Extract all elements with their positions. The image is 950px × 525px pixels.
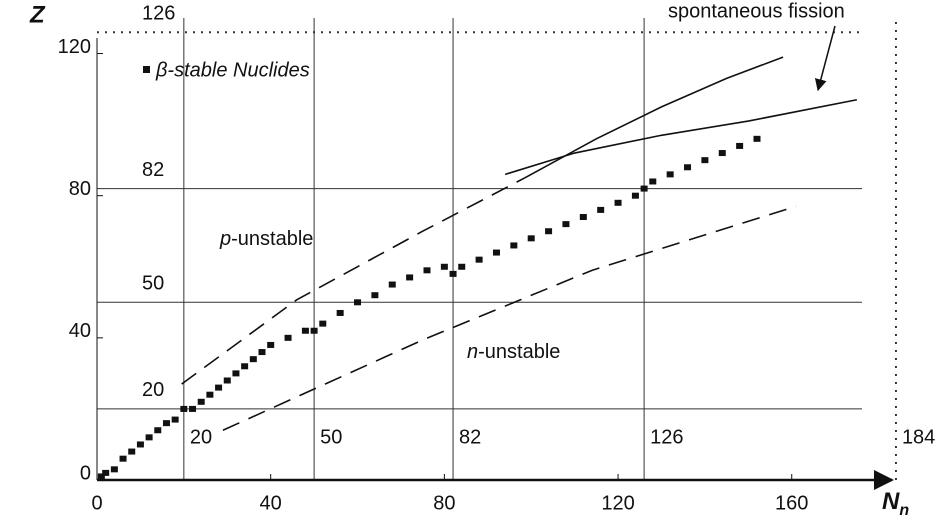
nuclide-point (206, 391, 214, 398)
nuclide-point (527, 235, 535, 242)
nuclide-point (197, 398, 205, 405)
nuclide-point (406, 274, 414, 281)
nuclide-point (666, 171, 674, 178)
nuclide-point (440, 263, 448, 270)
boundary-curve (222, 205, 797, 431)
nuclide-point (319, 320, 327, 327)
nuclide-point (171, 416, 179, 423)
nuclide-point (110, 466, 118, 473)
p-rest: -unstable (231, 228, 313, 250)
nuclide-point (631, 192, 639, 199)
nuclide-point (597, 206, 605, 213)
nuclide-point (154, 427, 162, 434)
nuclide-point (718, 150, 726, 157)
nuclide-point (310, 327, 318, 334)
nuclide-point (145, 434, 153, 441)
magic-z-label: 126 (142, 2, 175, 24)
nuclide-point (180, 405, 188, 412)
nuclide-point (258, 349, 266, 356)
nuclide-point (684, 164, 692, 171)
magic-n-label: 184 (902, 426, 935, 448)
boundary-curve (524, 56, 784, 179)
x-axis-label-sub: n (899, 502, 909, 519)
y-tick-label: 0 (80, 462, 91, 484)
nuclide-point (492, 249, 500, 256)
y-axis-label: Z (29, 1, 46, 28)
nuclide-point (354, 299, 362, 306)
magic-n-label: 20 (190, 426, 212, 448)
nuclide-point (189, 405, 197, 412)
nuclide-point (475, 256, 483, 263)
magic-n-label: 82 (459, 426, 481, 448)
y-tick-label: 80 (69, 178, 91, 200)
nuclide-point (102, 469, 110, 476)
nuclide-point (215, 384, 223, 391)
nuclide-point (119, 455, 127, 462)
nuclide-point (701, 157, 709, 164)
x-tick-label: 160 (775, 492, 808, 514)
nuclide-point (284, 334, 292, 341)
nuclide-point (267, 341, 275, 348)
x-axis-label: Nn (882, 488, 909, 519)
nuclide-point (753, 135, 761, 142)
nuclide-point (128, 448, 136, 455)
nuclide-point (388, 281, 396, 288)
nuclide-point (449, 270, 457, 277)
nuclide-point (336, 309, 344, 316)
nuclide-point (614, 199, 622, 206)
nuclide-point (640, 185, 648, 192)
nuclide-point (562, 221, 570, 228)
nuclide-point (649, 178, 657, 185)
n-rest: -unstable (478, 341, 560, 363)
nuclide-point (458, 263, 466, 270)
nuclide-point (136, 441, 144, 448)
y-tick-label: 120 (58, 36, 91, 58)
boundary-curve (504, 98, 858, 176)
nuclide-point (249, 356, 257, 363)
magic-z-label: 50 (142, 273, 164, 295)
magic-n-label: 126 (650, 426, 683, 448)
magic-lines: 20 50 82 126 184 20 50 82 126 (97, 2, 935, 480)
plot-area: 0 40 80 120 160 0 40 80 120 (58, 36, 894, 514)
x-tick-label: 40 (260, 492, 282, 514)
boundary-curve (181, 177, 526, 385)
x-tick-label: 0 (91, 492, 102, 514)
nuclide-point (223, 377, 231, 384)
n-letter: n (467, 341, 478, 363)
x-tick-label: 80 (433, 492, 455, 514)
x-tick-label: 120 (601, 492, 634, 514)
magic-n-label: 50 (320, 426, 342, 448)
fission-arrow (814, 25, 836, 92)
legend-marker (143, 66, 150, 73)
p-unstable-label: p-unstable (219, 228, 313, 250)
nuclide-point (423, 267, 431, 274)
n-unstable-label: n-unstable (467, 341, 560, 363)
magic-z-label: 20 (142, 379, 164, 401)
nuclide-point (736, 142, 744, 149)
legend-label: β-stable Nuclides (155, 59, 310, 81)
nuclide-point (371, 292, 379, 299)
x-axis-label-main: N (882, 488, 900, 515)
nuclide-point (301, 327, 309, 334)
nuclide-point (579, 214, 587, 221)
nuclide-point (97, 473, 105, 480)
nuclide-point (241, 363, 249, 370)
nuclide-point (162, 420, 170, 427)
fission-label: spontaneous fission (668, 0, 845, 22)
y-tick-label: 40 (69, 320, 91, 342)
nuclide-point (545, 228, 553, 235)
nuclide-point (510, 242, 518, 249)
magic-z-label: 82 (142, 159, 164, 181)
nuclide-point (232, 370, 240, 377)
p-letter: p (219, 228, 231, 250)
